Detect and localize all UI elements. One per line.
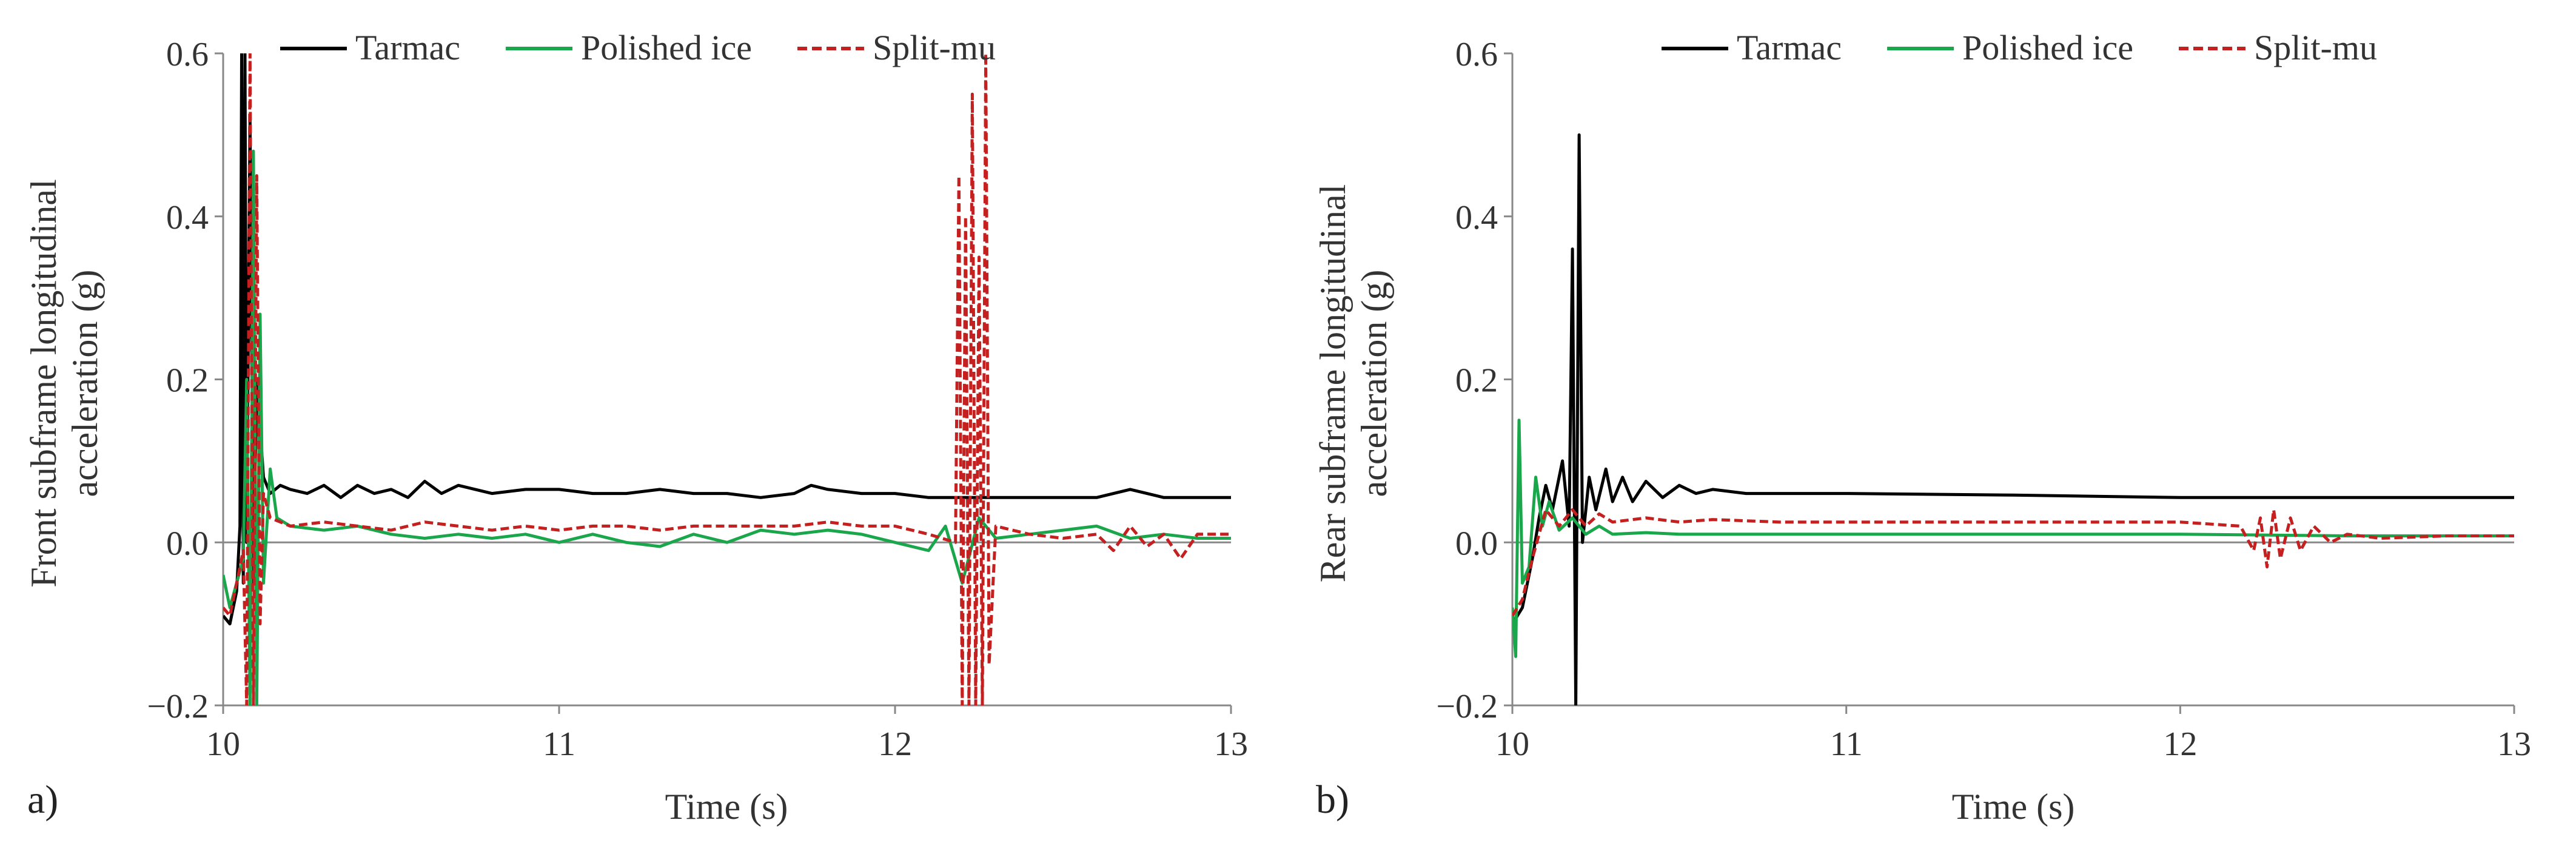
x-tick-label: 12	[2163, 725, 2197, 763]
y-tick-label: 0.4	[1455, 199, 1498, 237]
y-tick-label: 0.6	[1455, 36, 1498, 73]
y-tick-label: 0.0	[1455, 525, 1498, 562]
x-tick-label: 12	[878, 725, 912, 763]
x-axis-title: Time (s)	[1952, 787, 2075, 827]
x-tick-label: 11	[543, 725, 575, 763]
legend-label: Split-mu	[873, 28, 996, 67]
y-tick-label: 0.6	[166, 36, 209, 73]
panel-label: b)	[1316, 778, 1349, 822]
legend-label: Split-mu	[2254, 28, 2377, 67]
y-tick-label: 0.2	[166, 362, 209, 400]
y-tick-label: 0.4	[166, 199, 209, 237]
series-line-polished-ice	[223, 149, 1231, 705]
y-axis-title-line-2: acceleration (g)	[65, 270, 105, 497]
y-axis-title-line-2: acceleration (g)	[1354, 270, 1394, 497]
legend: Tarmac Polished ice Split-mu	[1662, 28, 2377, 67]
legend: Tarmac Polished ice Split-mu	[280, 28, 996, 67]
series-line-split-mu	[223, 53, 1231, 705]
y-tick-label: −0.2	[1436, 688, 1498, 725]
legend-label: Polished ice	[581, 28, 752, 67]
x-axis-title: Time (s)	[665, 787, 788, 827]
y-axis-title-line-1: Rear subframe longitudinal	[1313, 184, 1353, 582]
y-tick-label: 0.2	[1455, 362, 1498, 400]
x-tick-label: 10	[206, 725, 240, 763]
y-tick-label: 0.0	[166, 525, 209, 562]
panel-label: a)	[27, 778, 58, 822]
series-line-polished-ice	[1512, 419, 2514, 658]
legend-label: Tarmac	[355, 28, 460, 67]
x-tick-label: 11	[1830, 725, 1863, 763]
x-tick-label: 10	[1495, 725, 1529, 763]
x-tick-label: 13	[2497, 725, 2531, 763]
series-line-split-mu	[1512, 508, 2514, 617]
y-tick-label: −0.2	[147, 688, 209, 725]
y-axis-title-line-1: Front subframe longitudinal	[24, 179, 64, 587]
legend-label: Tarmac	[1737, 28, 1842, 67]
chart-panel-b: b) Rear subframe longitudinal accelerati…	[1313, 28, 2531, 827]
chart-panel-a: a) Front subframe longitudinal accelerat…	[24, 28, 1248, 827]
legend-label: Polished ice	[1962, 28, 2133, 67]
x-tick-label: 13	[1214, 725, 1248, 763]
